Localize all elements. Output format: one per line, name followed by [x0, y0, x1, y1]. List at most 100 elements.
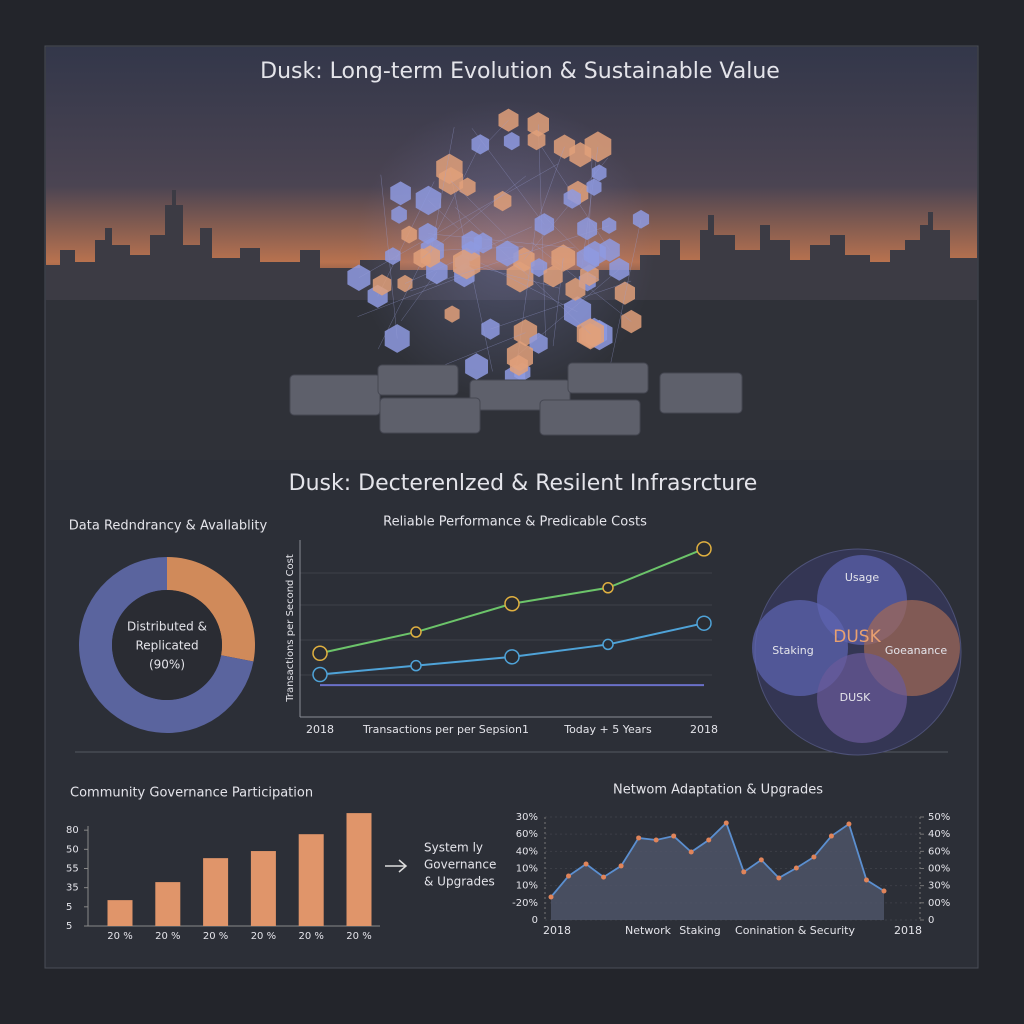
stone-blocks [289, 362, 743, 436]
y-tick-label: 80 [66, 825, 79, 836]
hexagon [401, 225, 417, 244]
point [696, 541, 712, 557]
y-tick-label: 0 [532, 915, 538, 926]
point [811, 854, 817, 860]
point [504, 649, 520, 665]
donut-segment [167, 557, 255, 662]
network-link [540, 145, 610, 251]
x-tick-label: 2018 [543, 924, 571, 937]
annotation: & Upgrades [424, 875, 495, 889]
network-link [421, 175, 526, 259]
x-tick-label: Staking [679, 924, 720, 937]
x-tick-label: 2018 [690, 723, 718, 736]
bar [203, 858, 229, 926]
area-line [550, 821, 885, 898]
x-tick-label: Network [625, 924, 672, 937]
point [601, 874, 607, 880]
x-tick-label: 20 % [251, 931, 276, 942]
network-link [543, 216, 589, 260]
bar [298, 834, 324, 926]
x-tick-label: 2018 [894, 924, 922, 937]
hexagon [563, 188, 581, 209]
point [504, 595, 520, 612]
network-link [450, 180, 506, 236]
hexagon [444, 305, 460, 323]
x-tick-label: Today + 5 Years [563, 723, 652, 736]
x-tick-label: 20 % [346, 931, 371, 942]
point [706, 837, 712, 843]
y-tick-label: 55 [66, 864, 79, 875]
hexagon [493, 190, 512, 212]
y-axis-label: Transactions per Second Cost [285, 554, 296, 703]
y-tick-label: 30% [516, 812, 538, 823]
x-tick-label: Conination & Security [735, 924, 855, 937]
point [723, 820, 729, 826]
hexagon [415, 185, 442, 216]
network-link [480, 262, 578, 313]
hexagon [471, 134, 490, 155]
hexagon [506, 341, 533, 372]
charts: Data Redndrancy & Avallablity Distributed… [66, 515, 962, 942]
bar [107, 900, 133, 926]
hexagon [413, 248, 431, 268]
hexagon [551, 244, 576, 272]
chart-title: Reliable Performance & Predicable Costs [383, 515, 647, 530]
bar [346, 813, 372, 926]
chart-title: Netwom Adaptation & Upgrades [613, 783, 823, 798]
venn-label: Goeanance [885, 644, 947, 657]
network-link [358, 163, 559, 278]
point [410, 659, 422, 672]
point [548, 894, 554, 900]
page-title: Dusk: Long-term Evolution & Sustainable … [260, 59, 780, 84]
annotation: System ly [424, 841, 483, 855]
hexagon [459, 177, 476, 197]
point [583, 861, 589, 867]
venn-label: DUSK [840, 691, 872, 704]
skyline [46, 190, 977, 300]
hexagon [481, 318, 500, 340]
point [566, 873, 572, 879]
network-link [427, 233, 575, 249]
y-tick-label: 50 [66, 844, 79, 855]
x-tick-label: Transactions per per Sepsion1 [362, 723, 529, 736]
center-label: Replicated [135, 639, 198, 653]
point [741, 869, 747, 875]
hexagon [564, 296, 592, 328]
page-subtitle: Dusk: Decterenlzed & Resilent Infrasrctu… [289, 471, 758, 496]
hexagon [534, 213, 555, 236]
y-tick-label: 5 [66, 921, 72, 932]
network-link [487, 120, 509, 143]
y-tick-label: 10% [516, 864, 538, 875]
hexagon [453, 247, 481, 280]
network-link [380, 174, 398, 339]
x-tick-label: 2018 [306, 723, 334, 736]
network-link [400, 271, 438, 322]
point [881, 888, 887, 894]
point [653, 837, 659, 843]
hexagon [391, 205, 407, 224]
y2-tick-label: 40% [928, 829, 950, 840]
network-link [434, 332, 526, 369]
y-tick-label: 10% [516, 881, 538, 892]
y2-tick-label: 30% [928, 881, 950, 892]
y-tick-label: -20% [512, 898, 538, 909]
point [688, 849, 694, 855]
venn-set [752, 600, 848, 696]
venn-label: Staking [772, 644, 813, 657]
y2-tick-label: 60% [928, 846, 950, 857]
center-label: (90%) [149, 658, 185, 672]
point [696, 615, 712, 631]
hexagon [527, 129, 546, 151]
network-link [589, 274, 600, 280]
hexagon [465, 353, 488, 380]
network-link [490, 280, 632, 330]
hexagon [614, 281, 635, 305]
point [602, 638, 614, 651]
hexagon [576, 318, 604, 350]
y2-tick-label: 00% [928, 898, 950, 909]
point [410, 626, 422, 638]
hexagon [496, 240, 519, 267]
point [602, 582, 614, 594]
